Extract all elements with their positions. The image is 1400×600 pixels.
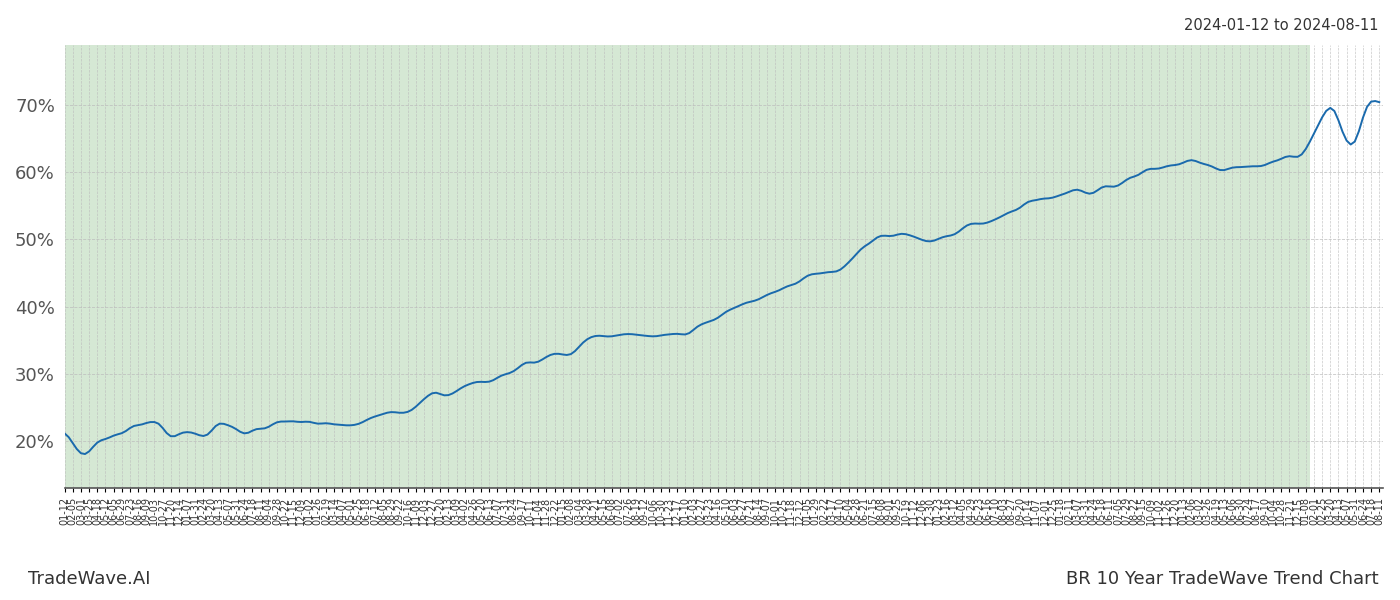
Text: 2024-01-12 to 2024-08-11: 2024-01-12 to 2024-08-11 bbox=[1184, 18, 1379, 33]
Bar bbox=[64, 45, 1310, 488]
Text: TradeWave.AI: TradeWave.AI bbox=[28, 570, 151, 588]
Text: BR 10 Year TradeWave Trend Chart: BR 10 Year TradeWave Trend Chart bbox=[1067, 570, 1379, 588]
